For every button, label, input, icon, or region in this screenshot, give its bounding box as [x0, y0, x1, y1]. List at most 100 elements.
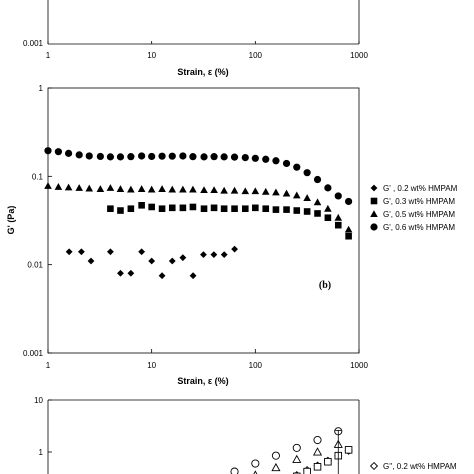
- panel-b-x-tick-label: 100: [249, 361, 263, 370]
- panel-b-data-point: [168, 152, 176, 160]
- panel-b-data-point: [231, 205, 238, 213]
- panel-a: 0.001 1 10 100 1000 Strain, ε (%): [23, 0, 368, 77]
- panel-b-data-point: [116, 185, 125, 192]
- panel-b-data-point: [189, 185, 197, 193]
- panel-b-data-point: [200, 205, 208, 213]
- panel-b-data-point: [251, 154, 259, 162]
- panel-b-data-point: [127, 185, 135, 193]
- panel-b-data-point: [138, 201, 145, 209]
- panel-b-data-point: [168, 204, 176, 212]
- panel-b-data-point: [78, 248, 85, 256]
- panel-b-data-point: [179, 204, 187, 212]
- panel-b-data-point: [293, 163, 301, 171]
- panel-b-legend-label: G', 0.6 wt% HMPAM: [383, 223, 455, 232]
- panel-b-data-point: [75, 151, 83, 159]
- panel-b-data-point: [158, 152, 166, 160]
- panel-b-data-point: [96, 152, 104, 161]
- panel-b-data-point: [85, 184, 94, 192]
- panel-b-series-3: [44, 182, 353, 233]
- panel-b-data-point: [334, 213, 343, 221]
- panel-b-data-point: [179, 254, 187, 262]
- panel-b-data-point: [54, 183, 63, 190]
- panel-c-data-point: [251, 459, 260, 468]
- panel-b-data-point: [148, 152, 156, 161]
- panel-b-data-point: [117, 207, 124, 214]
- panel-b-legend-label: G' , 0.2 wt% HMPAM: [383, 184, 458, 193]
- panel-b-data-point: [241, 205, 249, 213]
- panel-b-x-tick-label: 10: [147, 361, 156, 370]
- panel-b-data-points: [44, 147, 353, 280]
- panel-b-series-2: [107, 201, 352, 240]
- panel-b-data-point: [334, 221, 342, 229]
- panel-b-data-point: [148, 203, 155, 211]
- panel-c-data-point: [271, 462, 281, 472]
- panel-b-data-point: [293, 207, 301, 214]
- panel-b-data-point: [314, 210, 321, 217]
- panel-b-data-point: [107, 205, 114, 213]
- panel-c-data-point: [292, 443, 301, 452]
- panel-b-data-point: [272, 206, 280, 213]
- panel-b-legend-label: G', 0.5 wt% HMPAM: [383, 210, 455, 219]
- panel-b-data-point: [324, 204, 332, 212]
- panel-c-y-tick-label: 10: [34, 396, 43, 405]
- panel-b-y-axis-label: G' (Pa): [6, 206, 16, 235]
- panel-b-data-point: [54, 148, 63, 156]
- panel-b-data-point: [303, 194, 311, 201]
- panel-c-data-point: [313, 435, 322, 445]
- panel-b-data-point: [344, 225, 353, 233]
- panel-b-data-point: [64, 149, 73, 157]
- panel-b-data-point: [262, 155, 270, 163]
- panel-b-data-point: [87, 257, 95, 265]
- panel-b: 0.001 0.01 0.1 1 1 10 100 1000 G' (Pa) Strain, …: [6, 84, 458, 386]
- panel-b-data-point: [189, 203, 197, 211]
- panel-b-data-point: [138, 152, 146, 160]
- panel-b-data-point: [116, 153, 125, 161]
- panel-c-data-points: [230, 427, 353, 474]
- panel-b-data-point: [251, 187, 260, 195]
- panel-b-series-4: [44, 147, 353, 206]
- panel-b-data-point: [272, 188, 280, 196]
- panel-b-data-point: [158, 185, 166, 192]
- panel-a-x-tick-label: 1: [46, 51, 51, 60]
- panel-b-data-point: [252, 204, 259, 212]
- panel-b-legend-item: G', 0.3 wt% HMPAM: [370, 197, 455, 206]
- panel-c-series-3: [253, 439, 343, 474]
- panel-b-data-point: [106, 153, 115, 161]
- panel-a-x-tick-label: 10: [147, 51, 156, 60]
- panel-b-data-point: [168, 185, 177, 193]
- panel-c-data-point: [324, 457, 332, 466]
- panel-b-data-point: [261, 187, 270, 195]
- panel-b-data-point: [158, 205, 166, 213]
- panel-c-data-point: [312, 447, 323, 456]
- panel-b-data-point: [241, 153, 249, 162]
- panel-c: 10 1 G'', 0.2 wt% HMPAM: [34, 396, 457, 474]
- panel-b-y-tick-label: 1: [39, 84, 44, 93]
- panel-b-data-point: [85, 152, 93, 160]
- panel-b-data-point: [200, 153, 208, 161]
- panel-b-data-point: [147, 185, 156, 193]
- panel-b-data-point: [200, 186, 208, 194]
- panel-b-x-tick-label: 1000: [350, 361, 368, 370]
- panel-c-legend-marker: [369, 461, 379, 471]
- panel-b-data-point: [292, 191, 301, 199]
- panel-b-data-point: [272, 157, 280, 165]
- panel-c-legend-item: G'', 0.2 wt% HMPAM: [369, 461, 457, 471]
- panel-c-data-point: [303, 467, 311, 474]
- panel-b-data-point: [345, 232, 352, 240]
- panel-b-data-point: [200, 251, 207, 259]
- panel-b-data-point: [189, 272, 197, 280]
- panel-b-data-point: [210, 204, 218, 212]
- panel-c-ticks: 10 1: [34, 396, 52, 457]
- panel-b-data-point: [148, 257, 156, 265]
- panel-b-ticks: 0.001 0.01 0.1 1 1 10 100 1000: [23, 84, 368, 370]
- panel-b-data-point: [65, 248, 73, 256]
- panel-b-data-point: [262, 205, 270, 213]
- panel-b-data-point: [303, 208, 311, 215]
- panel-a-ytick-label: 0.001: [23, 39, 44, 48]
- panel-b-data-point: [75, 184, 84, 191]
- panel-b-data-point: [283, 206, 290, 213]
- panel-b-data-point: [117, 269, 124, 277]
- panel-b-legend-label: G', 0.3 wt% HMPAM: [383, 197, 455, 206]
- panel-b-data-point: [179, 185, 187, 193]
- panel-b-data-point: [220, 153, 228, 161]
